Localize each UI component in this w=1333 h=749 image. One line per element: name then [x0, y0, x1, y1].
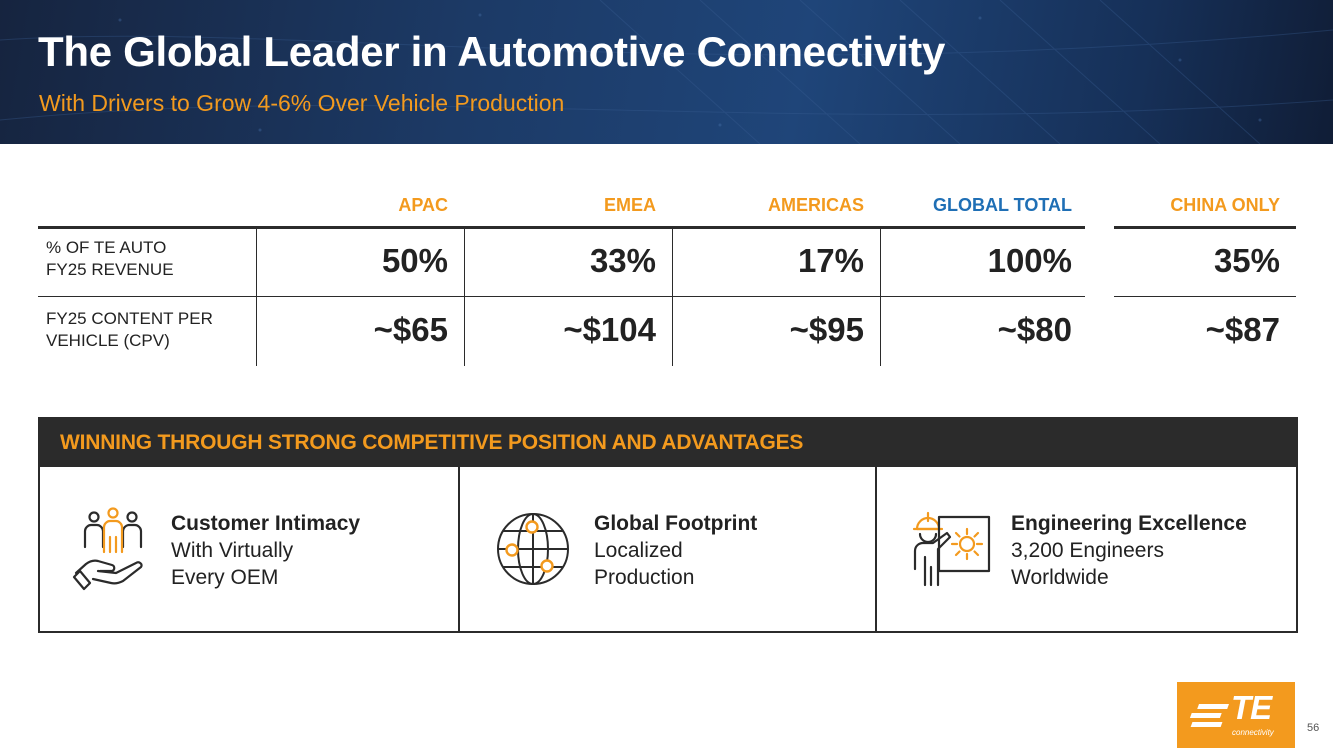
- regional-table: APAC EMEA AMERICAS GLOBAL TOTAL CHINA ON…: [38, 184, 1296, 366]
- cpv-emea: ~$104: [563, 311, 656, 348]
- column-header-global-total: GLOBAL TOTAL: [933, 195, 1072, 215]
- banner-texture: [0, 0, 1333, 144]
- advantage-line: Localized: [594, 539, 683, 562]
- column-header-china-only: CHINA ONLY: [1170, 195, 1280, 215]
- advantage-line: With Virtually: [171, 539, 294, 562]
- advantages-header: WINNING THROUGH STRONG COMPETITIVE POSIT…: [40, 419, 1296, 467]
- cpv-apac: ~$65: [373, 311, 448, 348]
- column-divider: [880, 228, 881, 366]
- row-label-line: FY25 REVENUE: [46, 260, 174, 279]
- logo-subtext: connectivity: [1232, 728, 1274, 737]
- customer-hand-icon: [72, 507, 143, 591]
- column-divider: [672, 228, 673, 366]
- column-header-apac: APAC: [398, 195, 448, 215]
- logo-wordmark: TE: [1231, 689, 1272, 726]
- page-subtitle: With Drivers to Grow 4-6% Over Vehicle P…: [39, 90, 565, 116]
- revenue-china-only: 35%: [1213, 242, 1280, 279]
- globe-network-icon: [497, 513, 569, 585]
- advantage-global-footprint: Global Footprint Localized Production: [460, 467, 875, 631]
- advantage-engineering-excellence: Engineering Excellence 3,200 Engineers W…: [877, 467, 1296, 631]
- column-header-americas: AMERICAS: [767, 195, 864, 215]
- row-label-line: FY25 CONTENT PER: [46, 309, 213, 328]
- advantages-title: WINNING THROUGH STRONG COMPETITIVE POSIT…: [60, 431, 804, 454]
- advantage-text: Engineering Excellence 3,200 Engineers W…: [1011, 510, 1247, 591]
- advantage-heading: Customer Intimacy: [171, 512, 361, 535]
- advantages-panel: WINNING THROUGH STRONG COMPETITIVE POSIT…: [38, 417, 1298, 633]
- row-label-line: VEHICLE (CPV): [46, 331, 170, 350]
- logo-stripes-icon: [1189, 704, 1229, 727]
- revenue-apac: 50%: [381, 242, 448, 279]
- cpv-china-only: ~$87: [1205, 311, 1280, 348]
- panel-divider: [875, 467, 877, 631]
- title-banner: The Global Leader in Automotive Connecti…: [0, 0, 1333, 144]
- advantage-line: Production: [594, 566, 695, 589]
- advantage-line: Every OEM: [171, 566, 279, 589]
- revenue-global-total: 100%: [987, 242, 1072, 279]
- advantage-line: Worldwide: [1011, 566, 1109, 589]
- row-divider: [38, 296, 1085, 297]
- te-connectivity-logo: TE connectivity: [1177, 682, 1295, 748]
- row-divider-china: [1114, 296, 1296, 297]
- cpv-americas: ~$95: [789, 311, 864, 348]
- revenue-emea: 33%: [589, 242, 656, 279]
- header-rule: [38, 226, 1085, 229]
- advantage-text: Global Footprint Localized Production: [594, 510, 757, 591]
- row-label-line: % OF TE AUTO: [46, 238, 167, 257]
- column-divider: [464, 228, 465, 366]
- column-divider: [256, 228, 257, 366]
- panel-divider: [458, 467, 460, 631]
- header-rule-china: [1114, 226, 1296, 229]
- engineer-gear-icon: [912, 511, 991, 587]
- advantage-line: 3,200 Engineers: [1011, 539, 1164, 562]
- advantage-customer-intimacy: Customer Intimacy With Virtually Every O…: [40, 467, 458, 631]
- advantage-heading: Global Footprint: [594, 512, 758, 535]
- column-header-emea: EMEA: [603, 195, 656, 215]
- page-title: The Global Leader in Automotive Connecti…: [38, 28, 946, 75]
- advantage-heading: Engineering Excellence: [1011, 512, 1247, 535]
- advantage-text: Customer Intimacy With Virtually Every O…: [171, 510, 360, 591]
- revenue-americas: 17%: [797, 242, 864, 279]
- page-number: 56: [1307, 722, 1320, 734]
- cpv-global-total: ~$80: [997, 311, 1072, 348]
- row-label-cpv: FY25 CONTENT PER VEHICLE (CPV): [46, 308, 251, 352]
- row-label-revenue: % OF TE AUTO FY25 REVENUE: [46, 237, 251, 281]
